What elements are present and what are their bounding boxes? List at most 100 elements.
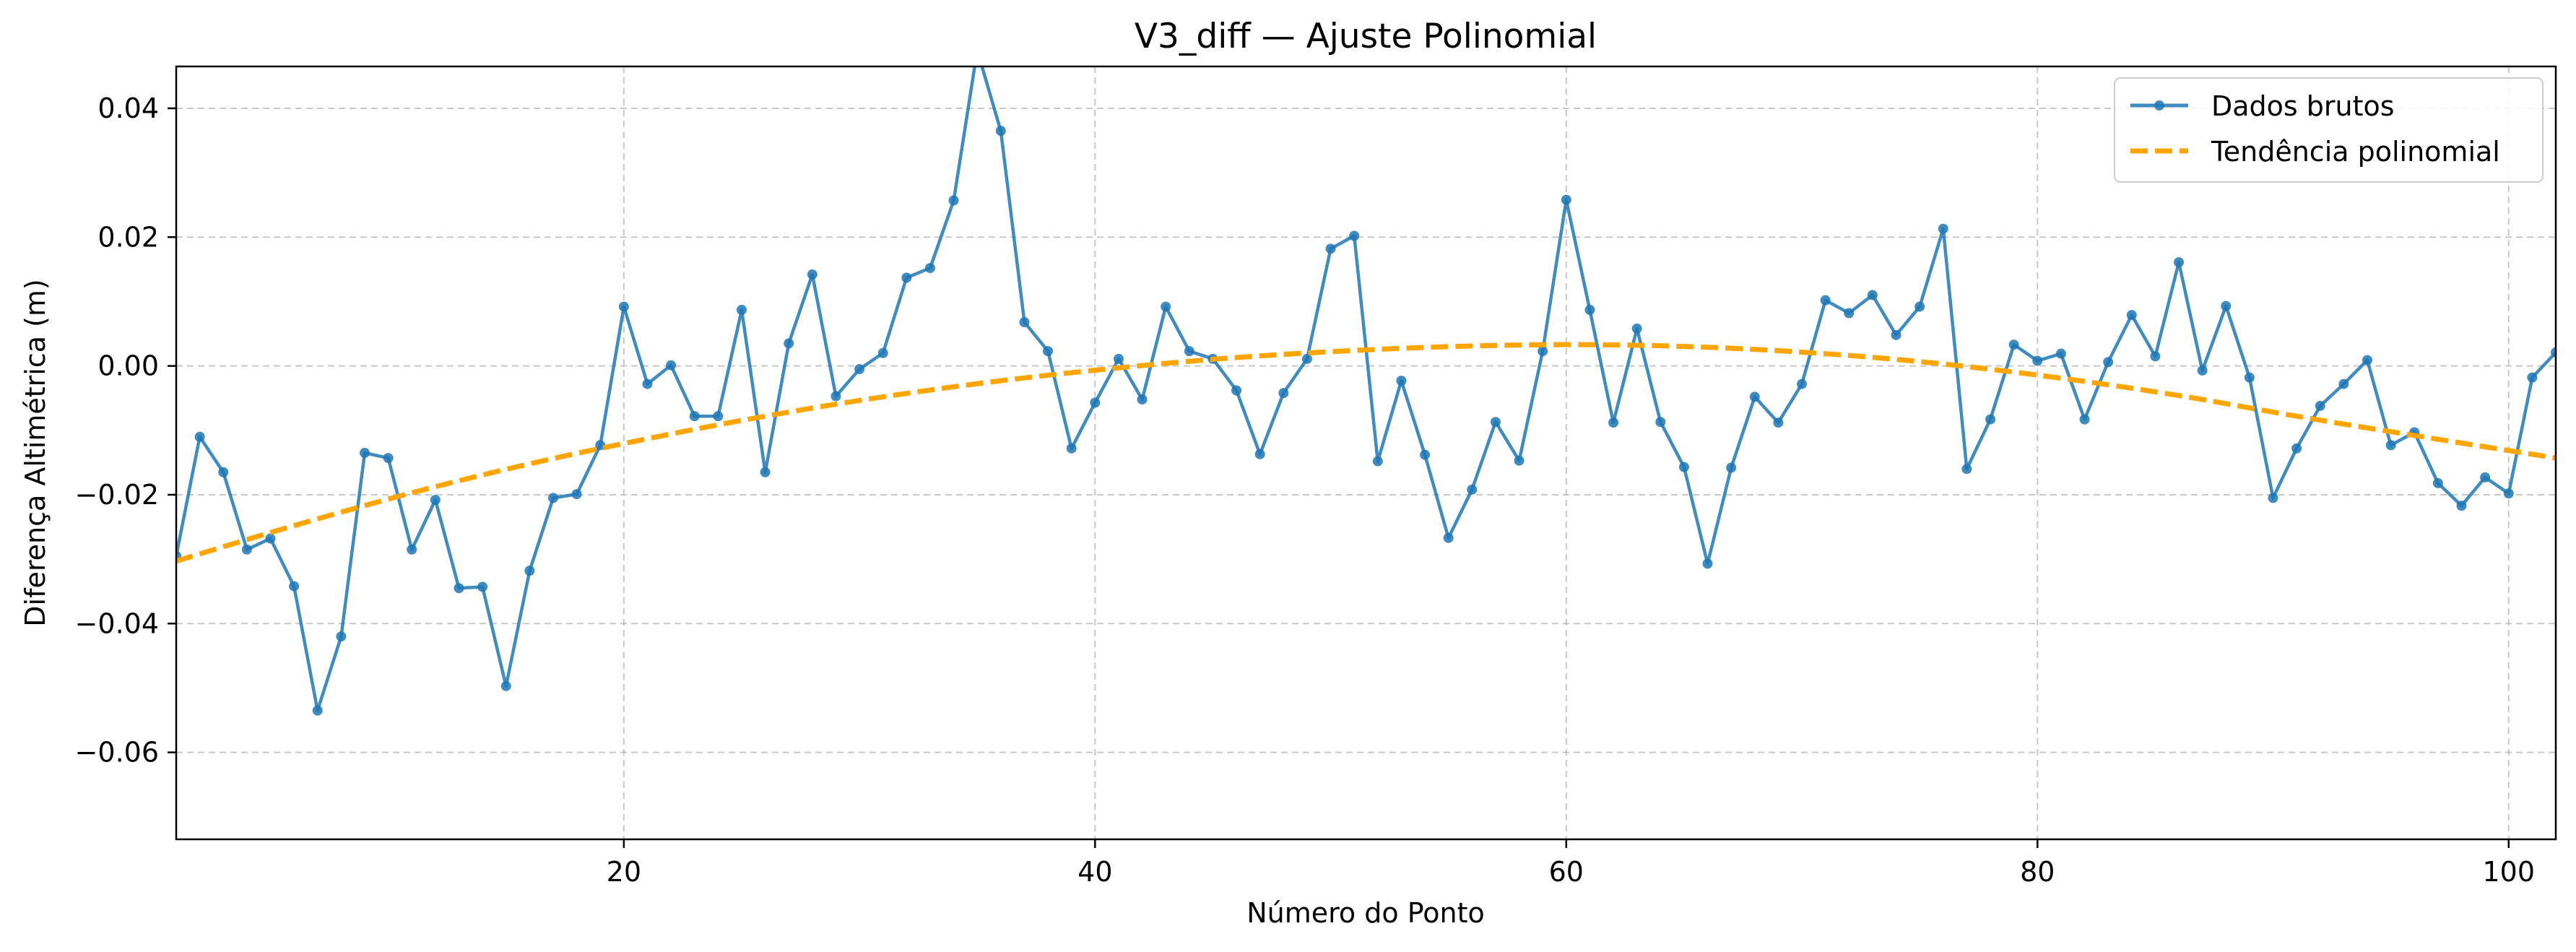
raw-data-point: [2291, 443, 2302, 454]
raw-data-point: [1254, 449, 1265, 459]
x-tick-label: 20: [607, 856, 641, 888]
raw-data-point: [2032, 355, 2043, 366]
raw-data-point: [1467, 484, 1478, 495]
raw-data-point: [1420, 449, 1431, 460]
raw-data-point: [571, 489, 582, 500]
raw-data-point: [312, 705, 323, 716]
raw-data-point: [1702, 558, 1713, 569]
raw-data-point: [2055, 348, 2066, 359]
raw-data-point: [1749, 391, 1760, 402]
raw-data-point: [1090, 397, 1101, 408]
raw-data-point: [2338, 378, 2349, 389]
raw-data-point: [1443, 532, 1454, 543]
raw-data-point: [2362, 355, 2373, 365]
raw-data-point: [359, 448, 370, 458]
raw-data-point: [831, 391, 841, 402]
legend-box: [2114, 77, 2544, 183]
raw-data-point: [2456, 501, 2467, 511]
plot-area: [176, 66, 2556, 716]
raw-data-point: [289, 581, 300, 592]
raw-data-point: [336, 631, 347, 642]
legend-label-trend: Tendência polinomial: [2211, 136, 2500, 168]
raw-data-point: [1608, 417, 1619, 428]
raw-data-point: [2008, 339, 2019, 350]
raw-data-point: [1867, 290, 1878, 300]
raw-data-point: [666, 360, 677, 371]
raw-data-point: [1325, 243, 1336, 254]
raw-data-point: [454, 583, 464, 594]
raw-data-point: [1820, 295, 1831, 306]
raw-data-point: [689, 411, 700, 422]
y-tick-label: 0.04: [97, 92, 159, 124]
raw-data-point: [2503, 488, 2514, 499]
raw-data-point: [595, 440, 606, 451]
raw-data-point: [1231, 385, 1242, 396]
y-tick-label: −0.06: [75, 737, 159, 769]
raw-data-point: [1066, 443, 1077, 454]
raw-data-point: [948, 195, 959, 206]
raw-data-point: [2551, 347, 2556, 358]
raw-data-point: [1773, 417, 1784, 428]
raw-data-point: [2527, 372, 2538, 383]
raw-data-point: [784, 338, 794, 349]
legend-label-raw: Dados brutos: [2211, 90, 2395, 122]
raw-data-point: [2385, 440, 2396, 451]
raw-data-point: [1184, 346, 1194, 357]
raw-data-point: [2244, 372, 2255, 383]
raw-data-point: [194, 431, 205, 442]
y-tick-label: −0.04: [75, 607, 159, 639]
trend-line: [176, 342, 2556, 564]
x-tick-label: 80: [2020, 856, 2055, 888]
raw-data-point: [2432, 477, 2443, 488]
raw-data-point: [383, 453, 394, 464]
raw-data-point: [618, 301, 629, 312]
raw-data-point: [1584, 305, 1595, 316]
plot-frame: [175, 65, 2557, 841]
raw-data-point: [1161, 301, 1171, 312]
raw-data-point: [1043, 346, 1054, 357]
raw-data-point: [1301, 353, 1312, 364]
raw-data-point: [713, 411, 724, 422]
raw-data-point: [877, 347, 888, 358]
y-tick-label: 0.02: [97, 221, 159, 253]
raw-data-point: [807, 269, 818, 280]
raw-data-point: [760, 467, 771, 477]
raw-data-point: [265, 533, 276, 544]
raw-data-point: [2150, 351, 2161, 362]
raw-data-point: [1278, 388, 1289, 399]
raw-data-point: [736, 305, 747, 316]
raw-data-point: [500, 680, 511, 691]
y-tick-label: 0.00: [97, 350, 159, 382]
raw-data-point: [1396, 376, 1407, 386]
raw-data-point: [1961, 464, 1972, 475]
raw-data-point: [642, 378, 653, 389]
chart-title: V3_diff — Ajuste Polinomial: [1135, 17, 1597, 56]
raw-data-point: [1726, 462, 1737, 473]
raw-data-point: [924, 263, 935, 274]
raw-data-point: [477, 581, 488, 592]
raw-data-point: [995, 126, 1006, 137]
raw-data-point: [407, 544, 417, 555]
raw-data-point: [2315, 400, 2325, 411]
raw-data-point: [218, 467, 229, 477]
raw-data-point: [2268, 493, 2278, 503]
raw-data-point: [2103, 357, 2114, 368]
raw-data-point: [1631, 323, 1642, 334]
raw-data-point: [1561, 194, 1571, 205]
raw-data-point: [2221, 300, 2232, 311]
raw-data-point: [547, 493, 558, 503]
raw-data-point: [1137, 394, 1148, 404]
raw-data-point: [1844, 308, 1855, 319]
axis-ticks: 20 40 60 80 100 0.04 0.02 0.00 −0.02 −0.04 −0.06: [75, 92, 2535, 888]
legend: Dados brutos Tendência polinomial: [2114, 77, 2544, 183]
raw-data-point: [1891, 329, 1901, 340]
x-axis-title: Número do Ponto: [1246, 897, 1485, 929]
y-axis-title: Diferença Altimétrica (m): [19, 279, 51, 627]
raw-data-point: [524, 566, 535, 576]
raw-data-point: [2174, 257, 2185, 268]
raw-data-point: [2126, 310, 2137, 321]
raw-data-point: [854, 364, 865, 375]
raw-data-point: [1349, 230, 1360, 241]
